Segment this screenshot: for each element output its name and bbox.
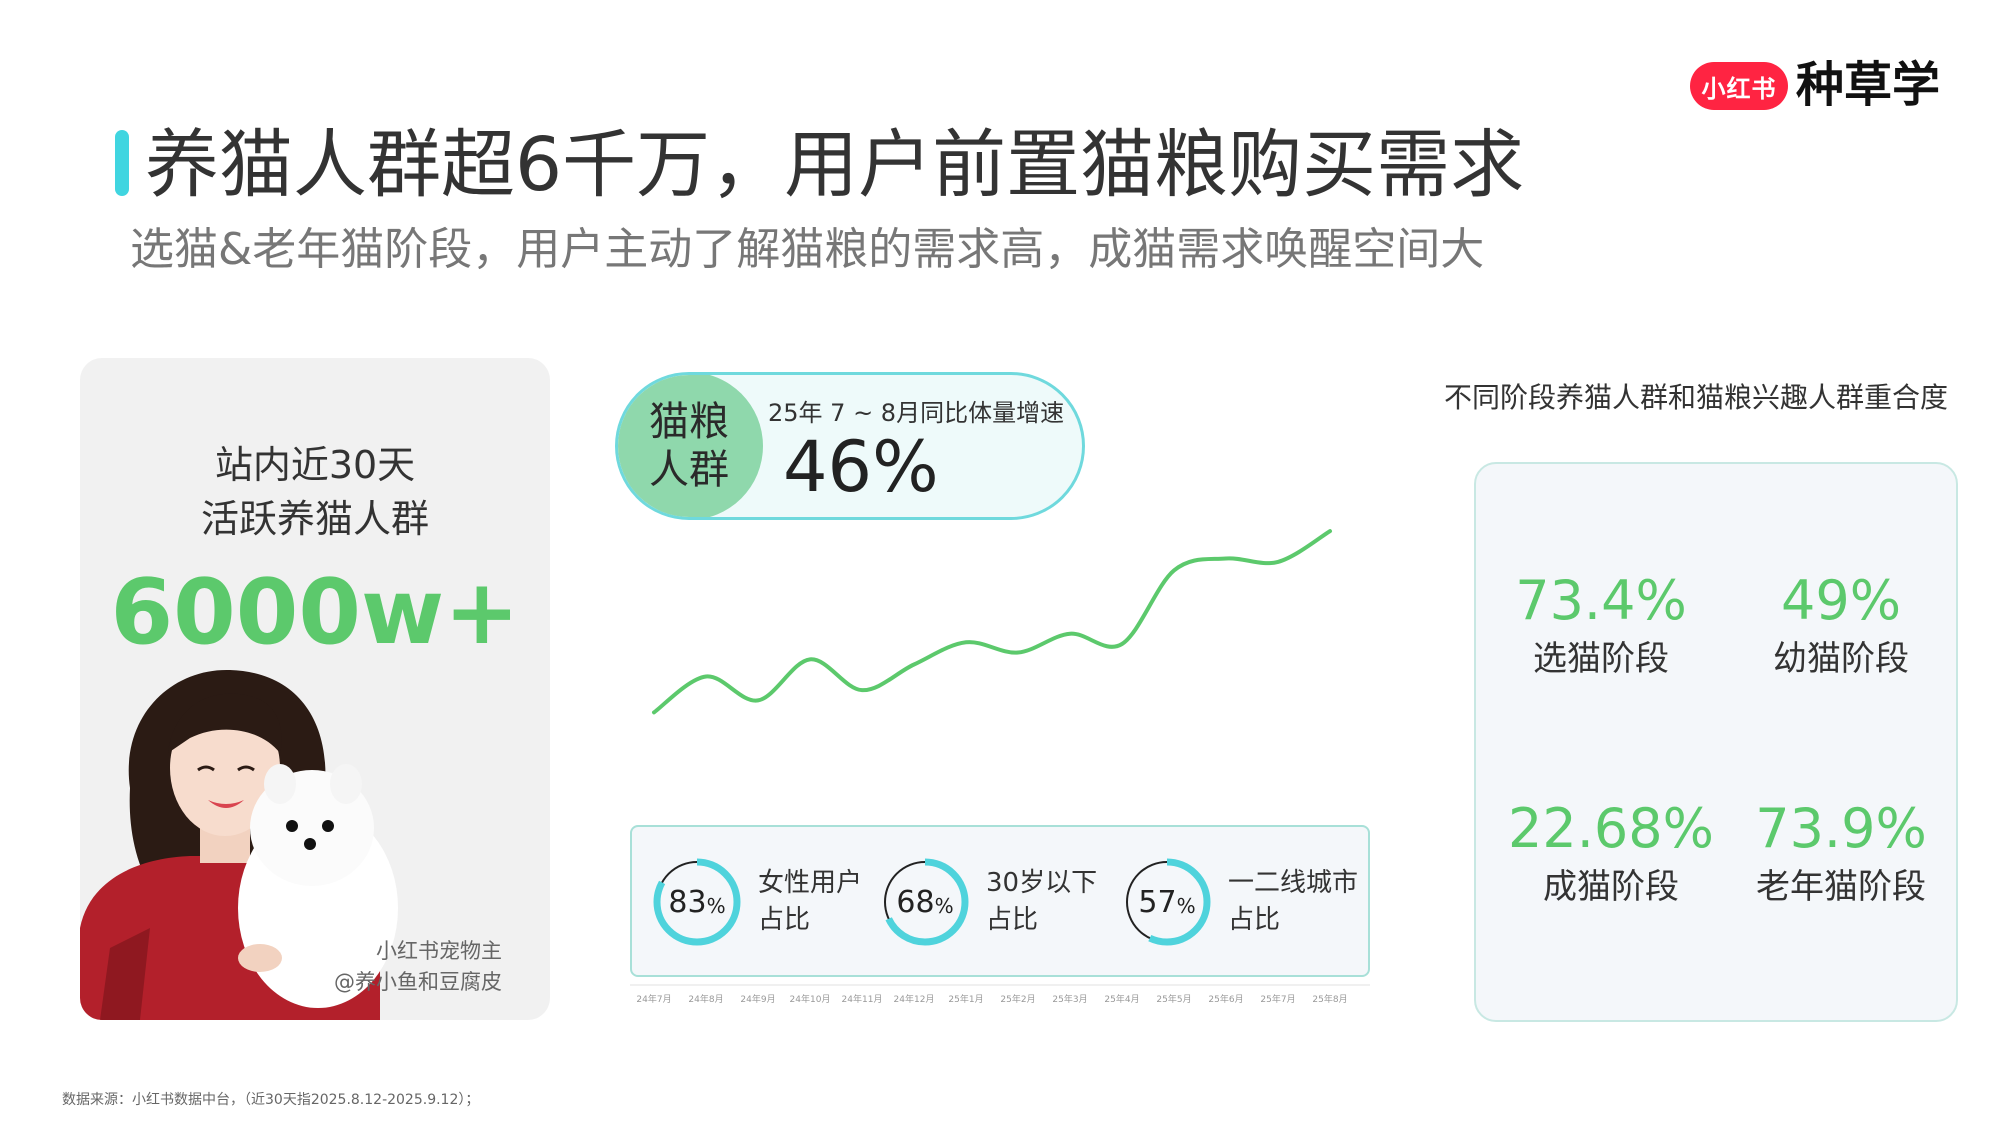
active-cat-owners-card: 站内近30天 活跃养猫人群 6000w+ 小红书宠物主 @养小鱼和豆腐皮 — [80, 358, 550, 1020]
x-tick-label: 24年10月 — [790, 993, 831, 1005]
x-tick-label: 25年6月 — [1208, 993, 1243, 1005]
x-tick-label: 24年7月 — [636, 993, 671, 1005]
overlap-value: 73.4% — [1515, 569, 1687, 632]
credit-line1: 小红书宠物主 — [376, 939, 502, 963]
overlap-value: 49% — [1780, 569, 1902, 632]
card-label-line1: 站内近30天 — [214, 443, 416, 487]
card-label-line2: 活跃养猫人群 — [200, 497, 429, 541]
overlap-item-adult: 22.68% 成猫阶段 — [1506, 796, 1716, 910]
x-tick-label: 25年4月 — [1104, 993, 1139, 1005]
under-30-ratio-ring — [881, 858, 969, 946]
tier1-2-ratio-label: 一二线城市 占比 — [1228, 868, 1359, 935]
brand-name: 种草学 — [1796, 57, 1941, 113]
overlap-item-senior: 73.9% 老年猫阶段 — [1736, 796, 1946, 910]
pet-owner-photo — [80, 669, 398, 1020]
x-tick-label: 25年8月 — [1312, 993, 1347, 1005]
overlap-item-choosing: 73.4% 选猫阶段 — [1496, 568, 1706, 682]
growth-caption: 25年 7 ~ 8月同比体量增速 — [768, 399, 1065, 427]
x-tick-label: 25年1月 — [948, 993, 983, 1005]
overlap-value: 73.9% — [1755, 797, 1927, 860]
x-tick-label: 24年11月 — [842, 993, 883, 1005]
under-30-ratio-value: 68% — [896, 884, 954, 920]
growth-value: 46% — [783, 426, 939, 508]
x-tick-label: 25年7月 — [1260, 993, 1295, 1005]
x-tick-label: 24年9月 — [740, 993, 775, 1005]
overlap-label: 选猫阶段 — [1533, 639, 1669, 679]
overlap-label: 幼猫阶段 — [1773, 639, 1909, 679]
female-ratio-value: 83% — [668, 884, 726, 920]
trend-line — [652, 529, 1332, 715]
overlap-box: 73.4% 选猫阶段 49% 幼猫阶段 22.68% 成猫阶段 73.9% 老年… — [1474, 462, 1958, 1022]
female-ratio-ring — [653, 858, 741, 946]
overlap-title: 不同阶段养猫人群和猫粮兴趣人群重合度 — [1444, 381, 1949, 414]
overlap-value: 22.68% — [1508, 797, 1714, 860]
tier1-2-ratio-ring — [1123, 858, 1211, 946]
photo-credit: 小红书宠物主 @养小鱼和豆腐皮 — [334, 936, 502, 998]
title-accent-bar — [115, 130, 129, 196]
audience-stats-box: 83% 女性用户 占比 68% 30岁以下 占比 57% 一二线城市 占比 — [630, 825, 1370, 977]
overlap-label: 成猫阶段 — [1543, 867, 1679, 907]
growth-pill: 猫粮 人群 25年 7 ~ 8月同比体量增速 46% — [615, 372, 1085, 520]
tag-line2: 人群 — [649, 447, 729, 493]
x-tick-label: 25年5月 — [1156, 993, 1191, 1005]
cat-food-audience-tag: 猫粮 人群 — [618, 375, 763, 517]
under-30-ratio-label: 30岁以下 占比 — [986, 868, 1098, 935]
tier1-2-ratio-value: 57% — [1138, 884, 1196, 920]
x-tick-label: 25年2月 — [1000, 993, 1035, 1005]
female-ratio-label: 女性用户 占比 — [758, 868, 863, 935]
cat-food-trend-chart: 24年7月 24年8月 24年9月 24年10月 24年11月 24年12月 25年1月 25… — [630, 529, 1370, 1005]
credit-line2: @养小鱼和豆腐皮 — [334, 970, 502, 994]
tag-line1: 猫粮 — [649, 399, 729, 445]
x-tick-label: 24年12月 — [894, 993, 935, 1005]
page-title: 养猫人群超6千万，用户前置猫粮购买需求 — [145, 122, 1525, 208]
overlap-label: 老年猫阶段 — [1756, 867, 1926, 907]
active-cat-owners-value: 6000w+ — [110, 560, 520, 665]
x-tick-label: 25年3月 — [1052, 993, 1087, 1005]
x-tick-label: 24年8月 — [688, 993, 723, 1005]
overlap-item-kitten: 49% 幼猫阶段 — [1736, 568, 1946, 682]
data-source-footnote: 数据来源：小红书数据中台，（近30天指2025.8.12-2025.9.12）； — [62, 1092, 480, 1108]
page-subtitle: 选猫&老年猫阶段，用户主动了解猫粮的需求高，成猫需求唤醒空间大 — [130, 224, 1485, 275]
brand-badge: 小红书 — [1690, 62, 1788, 110]
